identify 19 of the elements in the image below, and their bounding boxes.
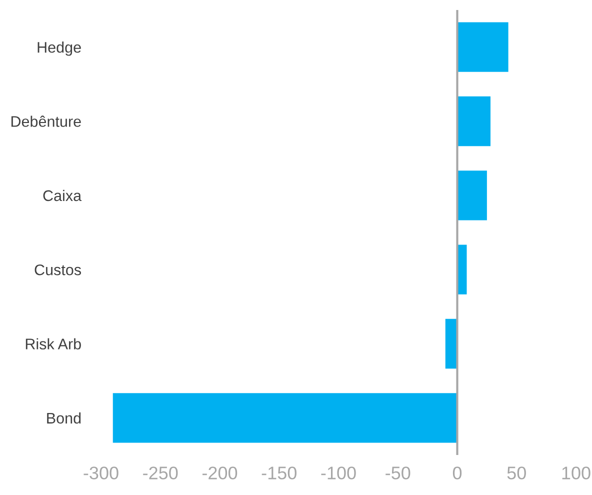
y-tick-label: Bond — [47, 412, 81, 424]
y-tick-label: Custos — [34, 264, 82, 276]
x-tick-label: 100 — [562, 466, 590, 480]
bar — [457, 22, 508, 72]
x-tick-label: 50 — [507, 466, 526, 480]
x-tick-label: 0 — [452, 466, 462, 480]
x-tick-label: -200 — [202, 466, 238, 480]
bar — [457, 170, 487, 220]
x-tick-label: -300 — [84, 466, 118, 480]
y-tick-label: Caixa — [43, 190, 82, 202]
bar — [457, 96, 490, 146]
bar — [112, 393, 458, 443]
y-tick-label: Hedge — [38, 42, 81, 56]
x-tick-label: -50 — [386, 466, 410, 480]
x-tick-label: -150 — [262, 466, 296, 480]
y-tick-label: Debênture — [11, 116, 81, 127]
x-tick-label: -250 — [143, 466, 178, 480]
x-tick-label: -100 — [321, 466, 356, 480]
y-tick-label: Risk Arb — [26, 338, 81, 350]
